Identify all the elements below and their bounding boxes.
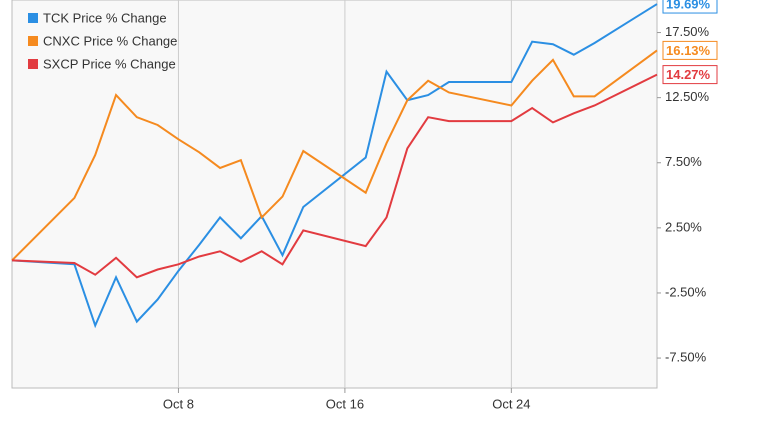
y-tick-label: 12.50% <box>665 89 710 104</box>
y-tick-label: 17.50% <box>665 24 710 39</box>
legend-label: CNXC Price % Change <box>43 33 177 48</box>
value-label: 19.69% <box>666 0 711 11</box>
value-label: 16.13% <box>666 43 711 58</box>
legend-swatch <box>28 36 38 46</box>
value-label-box <box>662 40 718 60</box>
series-line <box>11 73 658 279</box>
x-tick-label: Oct 8 <box>163 396 194 411</box>
legend-swatch <box>28 59 38 69</box>
legend-label: TCK Price % Change <box>43 10 167 25</box>
y-tick-label: -7.50% <box>665 349 707 364</box>
legend-label: SXCP Price % Change <box>43 56 176 71</box>
value-label-box <box>662 65 718 85</box>
series-line <box>11 3 658 329</box>
value-label: 14.27% <box>666 67 711 82</box>
y-tick-label: 2.50% <box>665 219 702 234</box>
y-tick-label: -2.50% <box>665 284 707 299</box>
value-label-box <box>662 0 718 14</box>
series-line <box>11 49 658 262</box>
legend-swatch <box>28 13 38 23</box>
x-tick-label: Oct 24 <box>492 396 530 411</box>
x-tick-label: Oct 16 <box>326 396 364 411</box>
y-tick-label: 7.50% <box>665 154 702 169</box>
